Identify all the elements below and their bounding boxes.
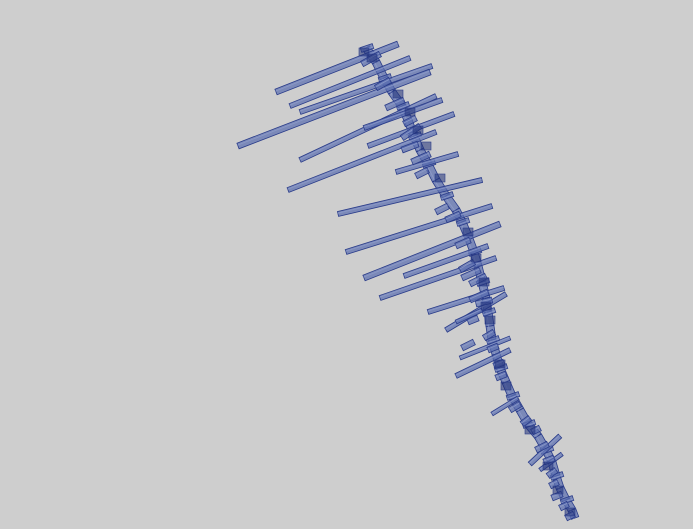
stub-bar bbox=[548, 478, 560, 490]
stub-bar bbox=[468, 288, 490, 304]
stub-bar bbox=[414, 166, 430, 180]
stub-bar bbox=[466, 314, 480, 326]
joint-block bbox=[366, 53, 378, 63]
joint-block bbox=[358, 47, 370, 57]
branch-bar bbox=[458, 335, 512, 361]
joint-block bbox=[500, 381, 512, 391]
joint-block bbox=[494, 359, 506, 369]
joint-block bbox=[552, 485, 564, 495]
joint-block bbox=[470, 253, 482, 263]
stub-bar bbox=[454, 236, 472, 250]
branch-bar bbox=[490, 395, 520, 417]
stub-bar bbox=[460, 266, 482, 282]
stub-bar bbox=[486, 342, 500, 354]
stub-bar bbox=[481, 328, 497, 342]
spine-node-block bbox=[559, 495, 575, 505]
spine-node-block bbox=[455, 217, 471, 227]
joint-block bbox=[524, 425, 536, 435]
branch-bar bbox=[402, 243, 490, 279]
stub-bar bbox=[494, 370, 508, 382]
spine-node-block bbox=[481, 307, 497, 317]
joint-block bbox=[478, 277, 490, 287]
branch-bar bbox=[454, 347, 512, 379]
stub-bar bbox=[468, 272, 488, 288]
stub-bar bbox=[460, 338, 476, 352]
stub-bar bbox=[519, 415, 533, 427]
stub-bar bbox=[534, 440, 550, 454]
stub-bar bbox=[444, 210, 462, 224]
branch-bar bbox=[454, 307, 484, 325]
stub-bar bbox=[384, 96, 406, 112]
branch-bar bbox=[286, 129, 438, 193]
joint-block bbox=[392, 89, 404, 99]
branch-bar bbox=[236, 68, 432, 150]
stub-bar bbox=[373, 76, 393, 92]
joint-block bbox=[480, 301, 492, 311]
stub-bar bbox=[434, 202, 450, 216]
joint-block bbox=[542, 461, 554, 471]
branch-bar bbox=[298, 63, 434, 115]
branch-bar bbox=[362, 97, 444, 131]
stub-bar bbox=[545, 467, 559, 479]
joint-block bbox=[484, 315, 496, 325]
branch-bar bbox=[288, 55, 412, 109]
stub-bar bbox=[457, 258, 477, 274]
joint-block bbox=[420, 141, 432, 151]
stub-bar bbox=[410, 150, 432, 166]
spine-node-block bbox=[439, 191, 455, 201]
stub-bar bbox=[558, 500, 570, 512]
stub-bar bbox=[507, 400, 523, 414]
joint-block bbox=[404, 107, 416, 117]
bar-structure bbox=[236, 40, 580, 522]
joint-block bbox=[564, 507, 576, 517]
joint-block bbox=[462, 227, 474, 237]
joint-block bbox=[434, 173, 446, 183]
joint-block bbox=[412, 125, 424, 135]
stub-bar bbox=[402, 114, 418, 128]
branch-bar bbox=[336, 177, 484, 217]
stub-bar bbox=[400, 140, 420, 154]
